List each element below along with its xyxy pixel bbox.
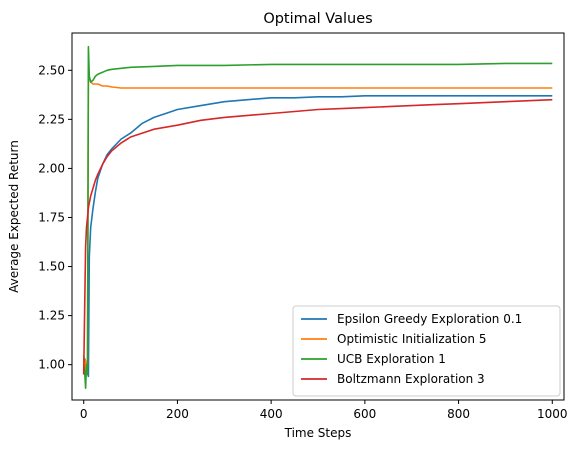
chart-title: Optimal Values: [263, 11, 372, 27]
series-layer: [82, 45, 553, 390]
legend-label-2: Optimistic Initialization 5: [337, 332, 486, 346]
legend: Epsilon Greedy Exploration 0.1 Optimistic…: [292, 305, 561, 397]
x-axis: 0 200 400 600 800 1000: [80, 400, 568, 421]
plot-frame: [71, 32, 565, 401]
x-axis-title: Time Steps: [284, 426, 352, 440]
y-tick-label: 1.00: [38, 358, 65, 372]
legend-box: [292, 305, 561, 397]
y-tick-label: 2.50: [38, 63, 65, 77]
y-axis: 1.00 1.25 1.50 1.75 2.00 2.25 2.50: [38, 63, 72, 372]
series-line-3: [82, 45, 553, 390]
x-tick-label: 1000: [537, 407, 568, 421]
y-tick-label: 2.00: [38, 161, 65, 175]
x-tick-label: 600: [353, 407, 376, 421]
legend-label-3: UCB Exploration 1: [337, 352, 446, 366]
y-tick-label: 1.25: [38, 309, 65, 323]
series-line-1: [82, 95, 553, 378]
x-tick-label: 200: [166, 407, 189, 421]
y-axis-title: Average Expected Return: [7, 140, 21, 293]
y-tick-label: 2.25: [38, 112, 65, 126]
x-tick-label: 800: [447, 407, 470, 421]
x-tick-label: 0: [80, 407, 88, 421]
legend-label-1: Epsilon Greedy Exploration 0.1: [337, 312, 522, 326]
series-line-4: [82, 98, 553, 375]
y-tick-label: 1.75: [38, 210, 65, 224]
x-tick-label: 400: [260, 407, 283, 421]
legend-label-4: Boltzmann Exploration 3: [337, 372, 485, 386]
y-tick-label: 1.50: [38, 260, 65, 274]
